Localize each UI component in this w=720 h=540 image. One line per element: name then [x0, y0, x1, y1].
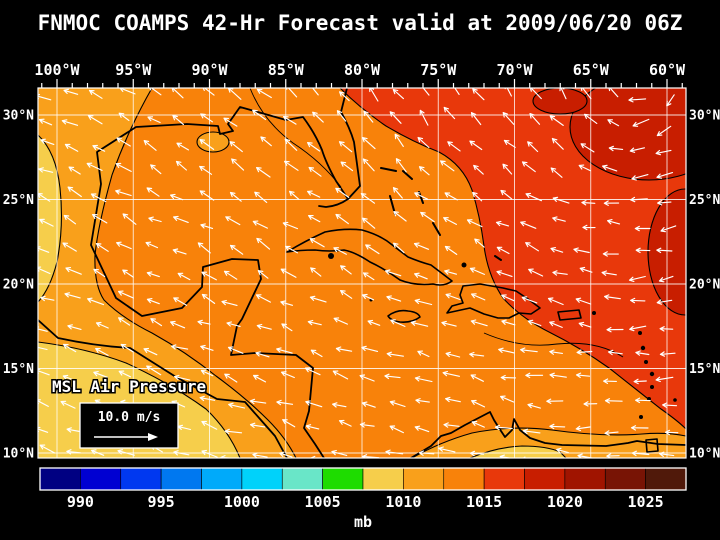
- colorbar-segment: [39, 467, 81, 491]
- lat-label-right: 25°N: [689, 193, 720, 208]
- lon-label: 100°W: [34, 61, 80, 79]
- top-axis-ticks: [41, 79, 683, 88]
- lat-label-left: 20°N: [3, 278, 34, 293]
- colorbar-segment: [201, 467, 243, 491]
- colorbar-segment: [483, 467, 525, 491]
- lon-label: 90°W: [191, 61, 228, 79]
- contour-line: [483, 332, 624, 358]
- lon-label: 75°W: [420, 61, 457, 79]
- graticule: [38, 88, 686, 458]
- colorbar-segment: [564, 467, 606, 491]
- wind-reference-frame: [79, 402, 179, 449]
- coastline-south-america: [410, 411, 686, 458]
- latitude-labels-left: 30°N 25°N 20°N 15°N 10°N: [3, 109, 34, 462]
- wind-reference-box: 10.0 m/s: [79, 402, 179, 449]
- wind-vector-field: [38, 88, 679, 458]
- colorbar-tick-label: 1000: [224, 493, 260, 511]
- colorbar-segment: [322, 467, 364, 491]
- contour-line: [249, 88, 342, 188]
- pressure-fill-left-yellow: [38, 134, 62, 303]
- coastline-jamaica: [387, 309, 421, 323]
- colorbar-tick-label: 1020: [547, 493, 583, 511]
- colorbar-unit-label: mb: [354, 513, 372, 531]
- lon-label: 80°W: [344, 61, 381, 79]
- colorbar-border: [39, 467, 687, 491]
- colorbar-segment: [362, 467, 404, 491]
- lat-label-left: 25°N: [3, 193, 34, 208]
- colorbar-segment: [80, 467, 122, 491]
- colorbar-segment: [645, 467, 687, 491]
- coastline-trinidad: [645, 438, 659, 453]
- lat-label-left: 15°N: [3, 362, 34, 377]
- lat-label-right: 20°N: [689, 278, 720, 293]
- colorbar-segment: [281, 467, 323, 491]
- pressure-fill-gulf-low: [196, 131, 230, 153]
- pressure-fill-high-core-1: [569, 88, 686, 181]
- lon-label: 85°W: [268, 61, 305, 79]
- wind-vectors: [38, 88, 679, 458]
- latitude-labels-right: 30°N 25°N 20°N 15°N 10°N: [689, 109, 720, 462]
- wind-reference-arrowhead: [148, 433, 158, 441]
- pressure-fill-high-core-3: [532, 88, 588, 115]
- colorbar-segment: [443, 467, 485, 491]
- coastline-cuba: [286, 228, 453, 286]
- coastline-puerto-rico: [557, 309, 582, 321]
- lat-label-left: 30°N: [3, 109, 34, 124]
- wind-reference-label: 10.0 m/s: [98, 410, 161, 425]
- lon-label: 60°W: [649, 61, 686, 79]
- lon-label: 65°W: [573, 61, 610, 79]
- colorbar-segment: [604, 467, 646, 491]
- colorbar-tick-label: 1005: [305, 493, 341, 511]
- lat-label-right: 15°N: [689, 362, 720, 377]
- colorbar-tick-label: 995: [148, 493, 175, 511]
- colorbar-segment: [241, 467, 283, 491]
- colorbar-tick-label: 1015: [466, 493, 502, 511]
- colorbar-segment: [403, 467, 445, 491]
- colorbar-tick-label: 990: [67, 493, 94, 511]
- lat-label-right: 10°N: [689, 447, 720, 462]
- colorbar: 990 995 1000 1005 1010 1015 1020 1025: [39, 467, 687, 511]
- lon-label: 95°W: [115, 61, 152, 79]
- figure-title: FNMOC COAMPS 42-Hr Forecast valid at 200…: [38, 11, 683, 35]
- field-label: MSL Air Pressure: [52, 377, 206, 396]
- lat-label-left: 10°N: [3, 447, 34, 462]
- small-islands: [328, 253, 677, 419]
- colorbar-segment: [160, 467, 202, 491]
- colorbar-tick-label: 1010: [385, 493, 421, 511]
- coastline-bahamas: [380, 167, 502, 261]
- colorbar-segment: [120, 467, 162, 491]
- coastline-hispaniola: [446, 283, 541, 319]
- colorbar-segment: [524, 467, 566, 491]
- coastline-pacific: [38, 319, 288, 458]
- lon-label: 70°W: [496, 61, 533, 79]
- colorbar-tick-label: 1025: [628, 493, 664, 511]
- lat-label-right: 30°N: [689, 109, 720, 124]
- longitude-labels: 100°W 95°W 90°W 85°W 80°W 75°W 70°W 65°W 60°W: [34, 61, 686, 79]
